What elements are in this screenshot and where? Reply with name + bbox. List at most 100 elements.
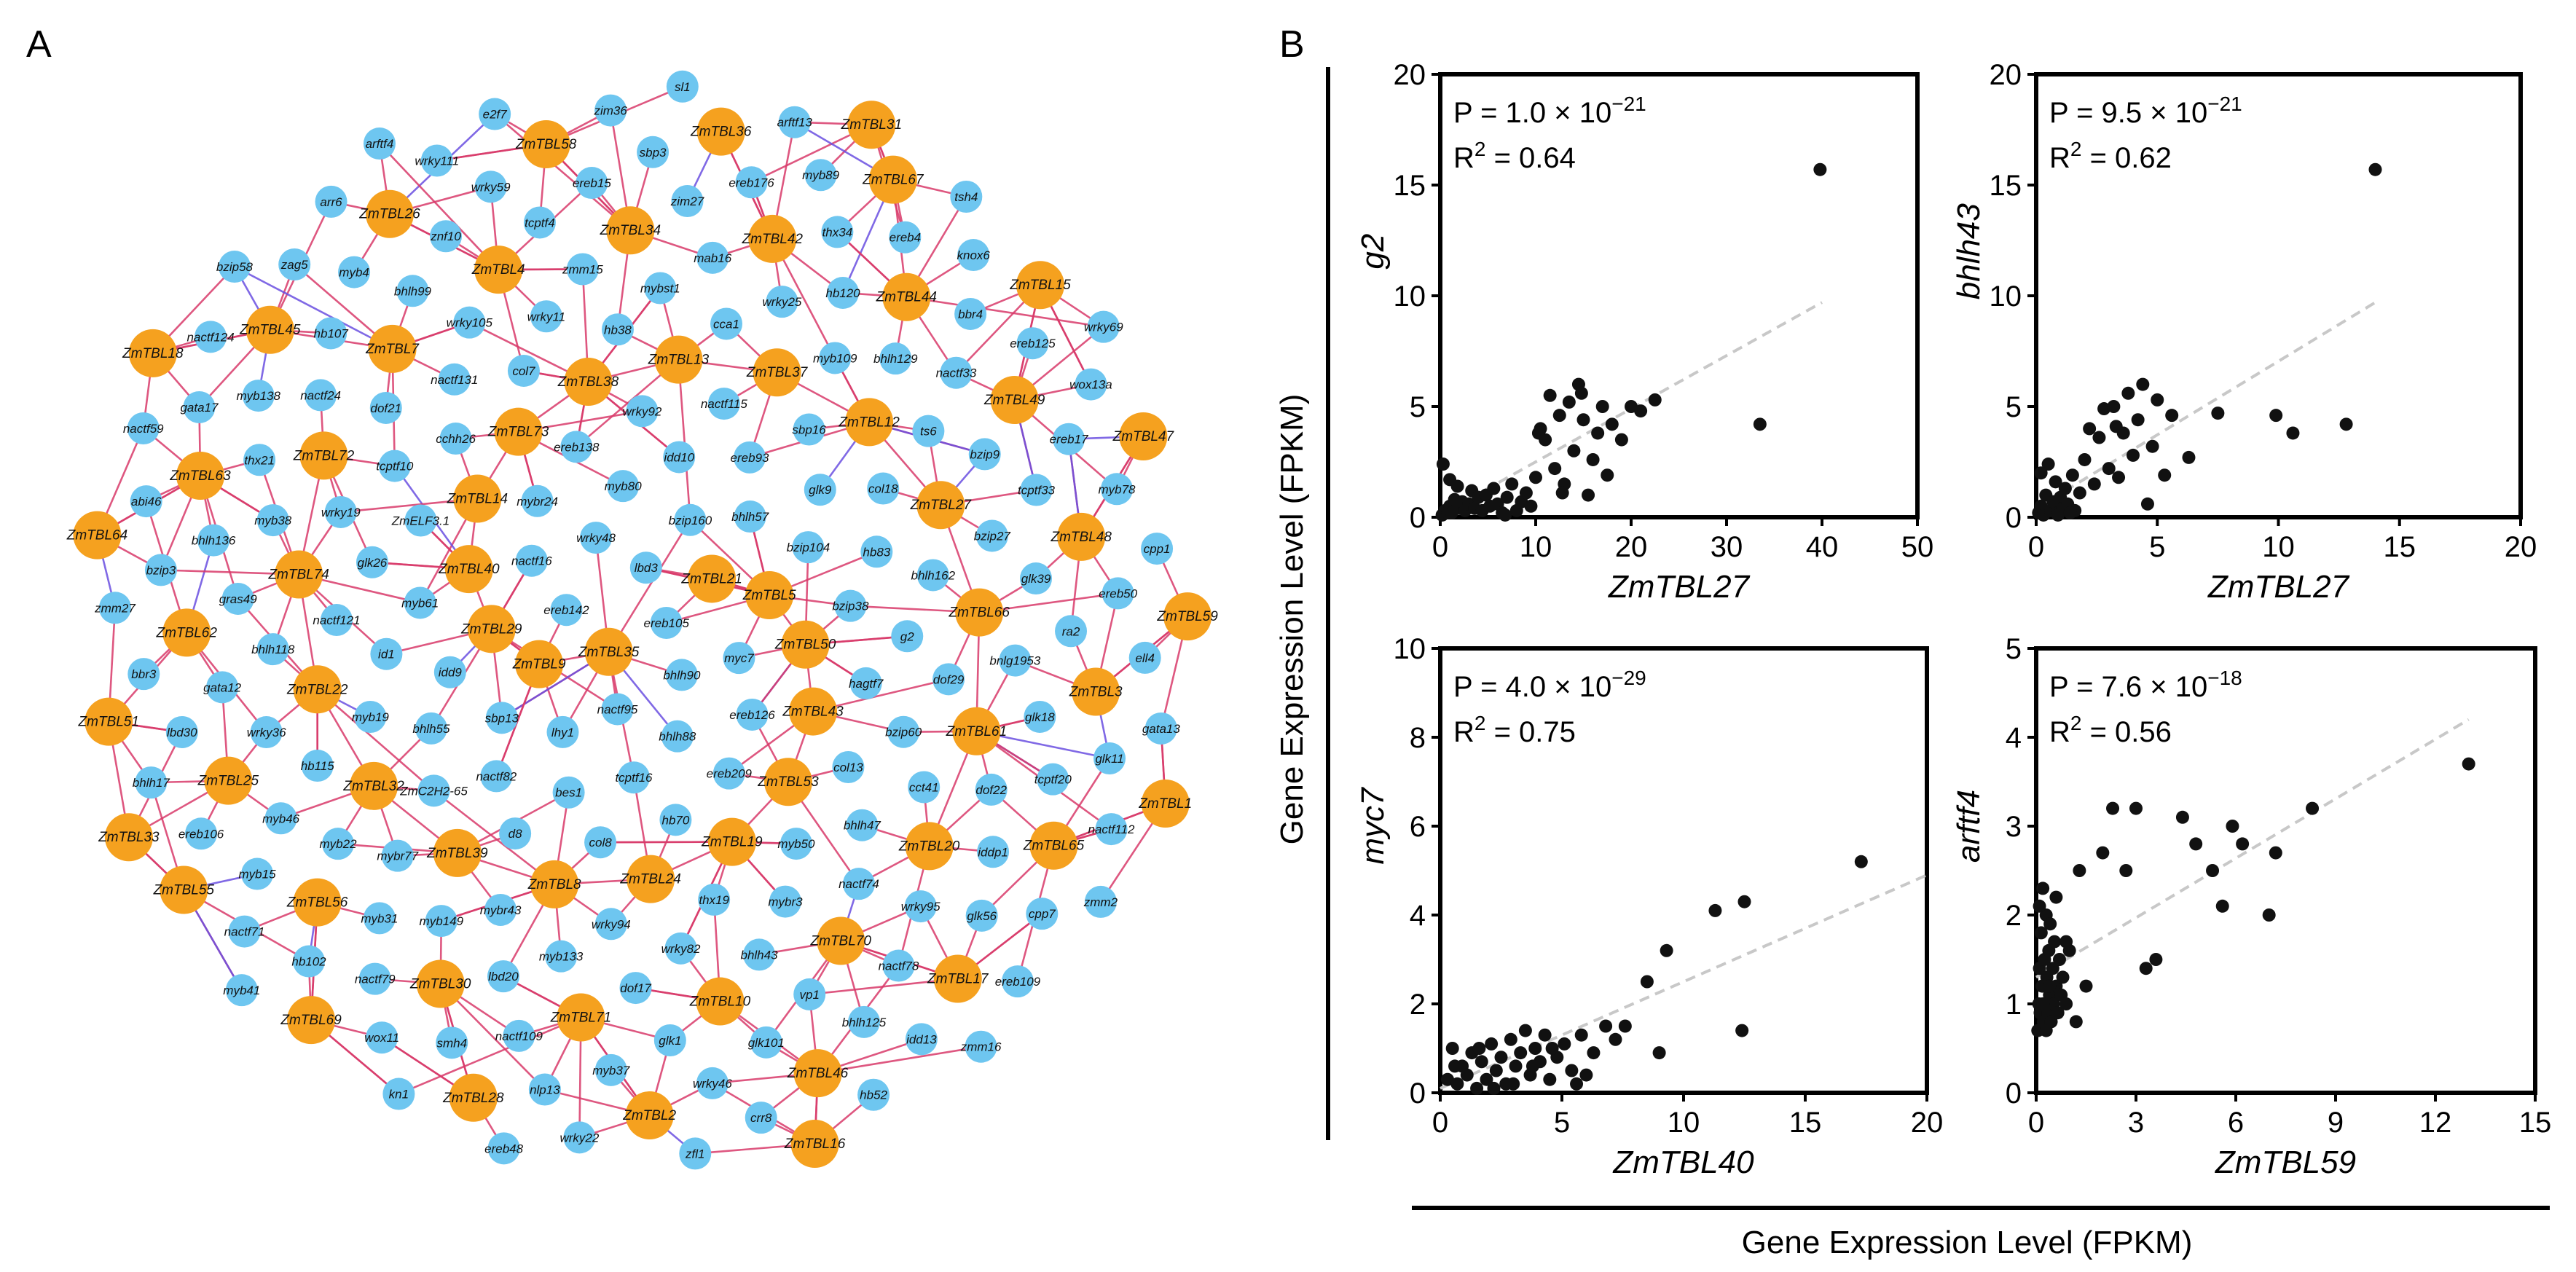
tf-node-label: myb15 xyxy=(239,868,277,882)
gene-node-label: ZmTBL1 xyxy=(1138,796,1192,812)
data-point xyxy=(1854,855,1868,868)
tf-node-label: bzip60 xyxy=(885,726,922,739)
tf-node-circle xyxy=(425,905,458,938)
tf-node-label: dof22 xyxy=(975,783,1007,797)
fit-line xyxy=(2035,301,2376,510)
data-point xyxy=(2339,417,2353,431)
gene-node-circle xyxy=(287,996,336,1045)
p-value-text: P = 9.5 × 10−21 xyxy=(2049,93,2242,129)
tf-node: glk56 xyxy=(965,899,998,932)
tf-node-circle xyxy=(546,715,579,748)
tf-node-label: nactf82 xyxy=(476,769,517,783)
tf-node-label: bzip3 xyxy=(146,563,176,577)
tf-node: myb78 xyxy=(1098,473,1136,506)
tf-node-circle xyxy=(832,750,865,783)
tf-node: sl1 xyxy=(666,70,699,103)
x-tick-label: 20 xyxy=(2505,531,2537,563)
tf-node: bhlh88 xyxy=(659,720,696,753)
data-point xyxy=(2059,935,2073,949)
tf-node: nactf82 xyxy=(476,760,517,793)
tf-node: tcptf33 xyxy=(1018,474,1056,506)
tf-node-label: bzip9 xyxy=(970,447,1000,461)
gene-node-label: ZmTBL47 xyxy=(1112,429,1175,444)
tf-node: nactf121 xyxy=(313,604,361,637)
gene-node-circle xyxy=(882,272,931,321)
data-point xyxy=(2139,962,2153,975)
gene-node: ZmTBL5 xyxy=(742,571,796,620)
tf-node-circle xyxy=(324,495,357,528)
data-point xyxy=(1586,452,1600,466)
tf-node: myb80 xyxy=(605,470,642,503)
data-point xyxy=(2175,810,2189,824)
p-value-base: P = 9.5 × 10 xyxy=(2049,97,2207,129)
tf-node-circle xyxy=(882,949,915,982)
tf-node: wrky36 xyxy=(247,716,286,749)
x-axis-title: ZmTBL59 xyxy=(2215,1145,2356,1180)
tf-node: hb102 xyxy=(291,945,326,978)
p-value-text: P = 4.0 × 10−29 xyxy=(1453,667,1646,703)
gene-node-circle xyxy=(474,246,523,294)
tf-node: hb70 xyxy=(659,804,692,836)
x-tick-label: 20 xyxy=(1615,531,1648,563)
tf-node-label: tcptf33 xyxy=(1018,484,1056,498)
tf-node-circle xyxy=(821,216,854,248)
tf-node: tsh4 xyxy=(950,181,983,213)
tf-node-label: arftf4 xyxy=(366,137,394,151)
data-point xyxy=(2048,935,2062,949)
gene-node-label: ZmTBL73 xyxy=(487,425,549,440)
tf-node-label: zmm16 xyxy=(960,1040,1002,1054)
gene-node: ZmTBL28 xyxy=(442,1073,504,1122)
data-point xyxy=(2069,1015,2083,1029)
gene-node-circle xyxy=(627,855,675,903)
y-tick-label: 5 xyxy=(2006,391,2022,423)
data-point xyxy=(1579,1068,1593,1082)
tf-node: wrky111 xyxy=(415,144,459,177)
y-tick-label: 10 xyxy=(1394,633,1426,665)
tf-node: idd13 xyxy=(905,1023,938,1056)
tf-node: wrky69 xyxy=(1084,310,1123,343)
data-point xyxy=(1640,975,1654,989)
tf-node: wrky22 xyxy=(559,1121,600,1154)
tf-node-circle xyxy=(1037,763,1069,796)
tf-node: hb38 xyxy=(601,313,634,346)
tf-node-label: nactf95 xyxy=(597,702,638,716)
gene-node-label: ZmTBL19 xyxy=(701,835,763,850)
tf-node: bhlh57 xyxy=(731,500,769,533)
gene-node-label: ZmTBL67 xyxy=(862,173,924,188)
gene-node-label: ZmTBL28 xyxy=(442,1091,504,1106)
tf-node-circle xyxy=(354,701,387,734)
data-point xyxy=(1618,1019,1632,1033)
data-point xyxy=(1601,468,1614,482)
data-point xyxy=(2151,393,2164,407)
tf-node-circle xyxy=(438,363,471,396)
tf-node-circle xyxy=(1053,423,1085,455)
tf-node-circle xyxy=(707,388,740,420)
tf-node-circle xyxy=(1102,577,1134,610)
tf-node-label: myb61 xyxy=(401,596,439,610)
tf-node: lhy1 xyxy=(546,715,579,748)
tf-node-circle xyxy=(644,272,677,305)
tf-node: zim27 xyxy=(670,185,704,218)
tf-node-circle xyxy=(197,524,230,557)
tf-node: myb89 xyxy=(802,159,840,192)
tf-node-circle xyxy=(404,504,437,537)
tf-node-label: hb83 xyxy=(863,545,890,559)
tf-node: glk26 xyxy=(356,546,388,578)
tf-node-circle xyxy=(256,633,289,666)
tf-node-label: myc7 xyxy=(724,651,754,665)
tf-node: id1 xyxy=(370,637,403,670)
tf-node: ereb106 xyxy=(178,817,224,850)
tf-node-circle xyxy=(696,241,729,274)
tf-node-circle xyxy=(887,715,920,748)
gene-node-circle xyxy=(916,481,965,530)
gene-node: ZmTBL16 xyxy=(784,1120,846,1169)
tf-node: col18 xyxy=(867,472,900,505)
tf-node: ereb126 xyxy=(729,698,775,731)
tf-node: zmm2 xyxy=(1083,885,1118,918)
tf-node-label: sbp16 xyxy=(792,423,826,437)
x-tick-label: 6 xyxy=(2228,1107,2244,1139)
tf-node-label: tcptf20 xyxy=(1034,773,1072,787)
tf-node-circle xyxy=(415,712,447,745)
